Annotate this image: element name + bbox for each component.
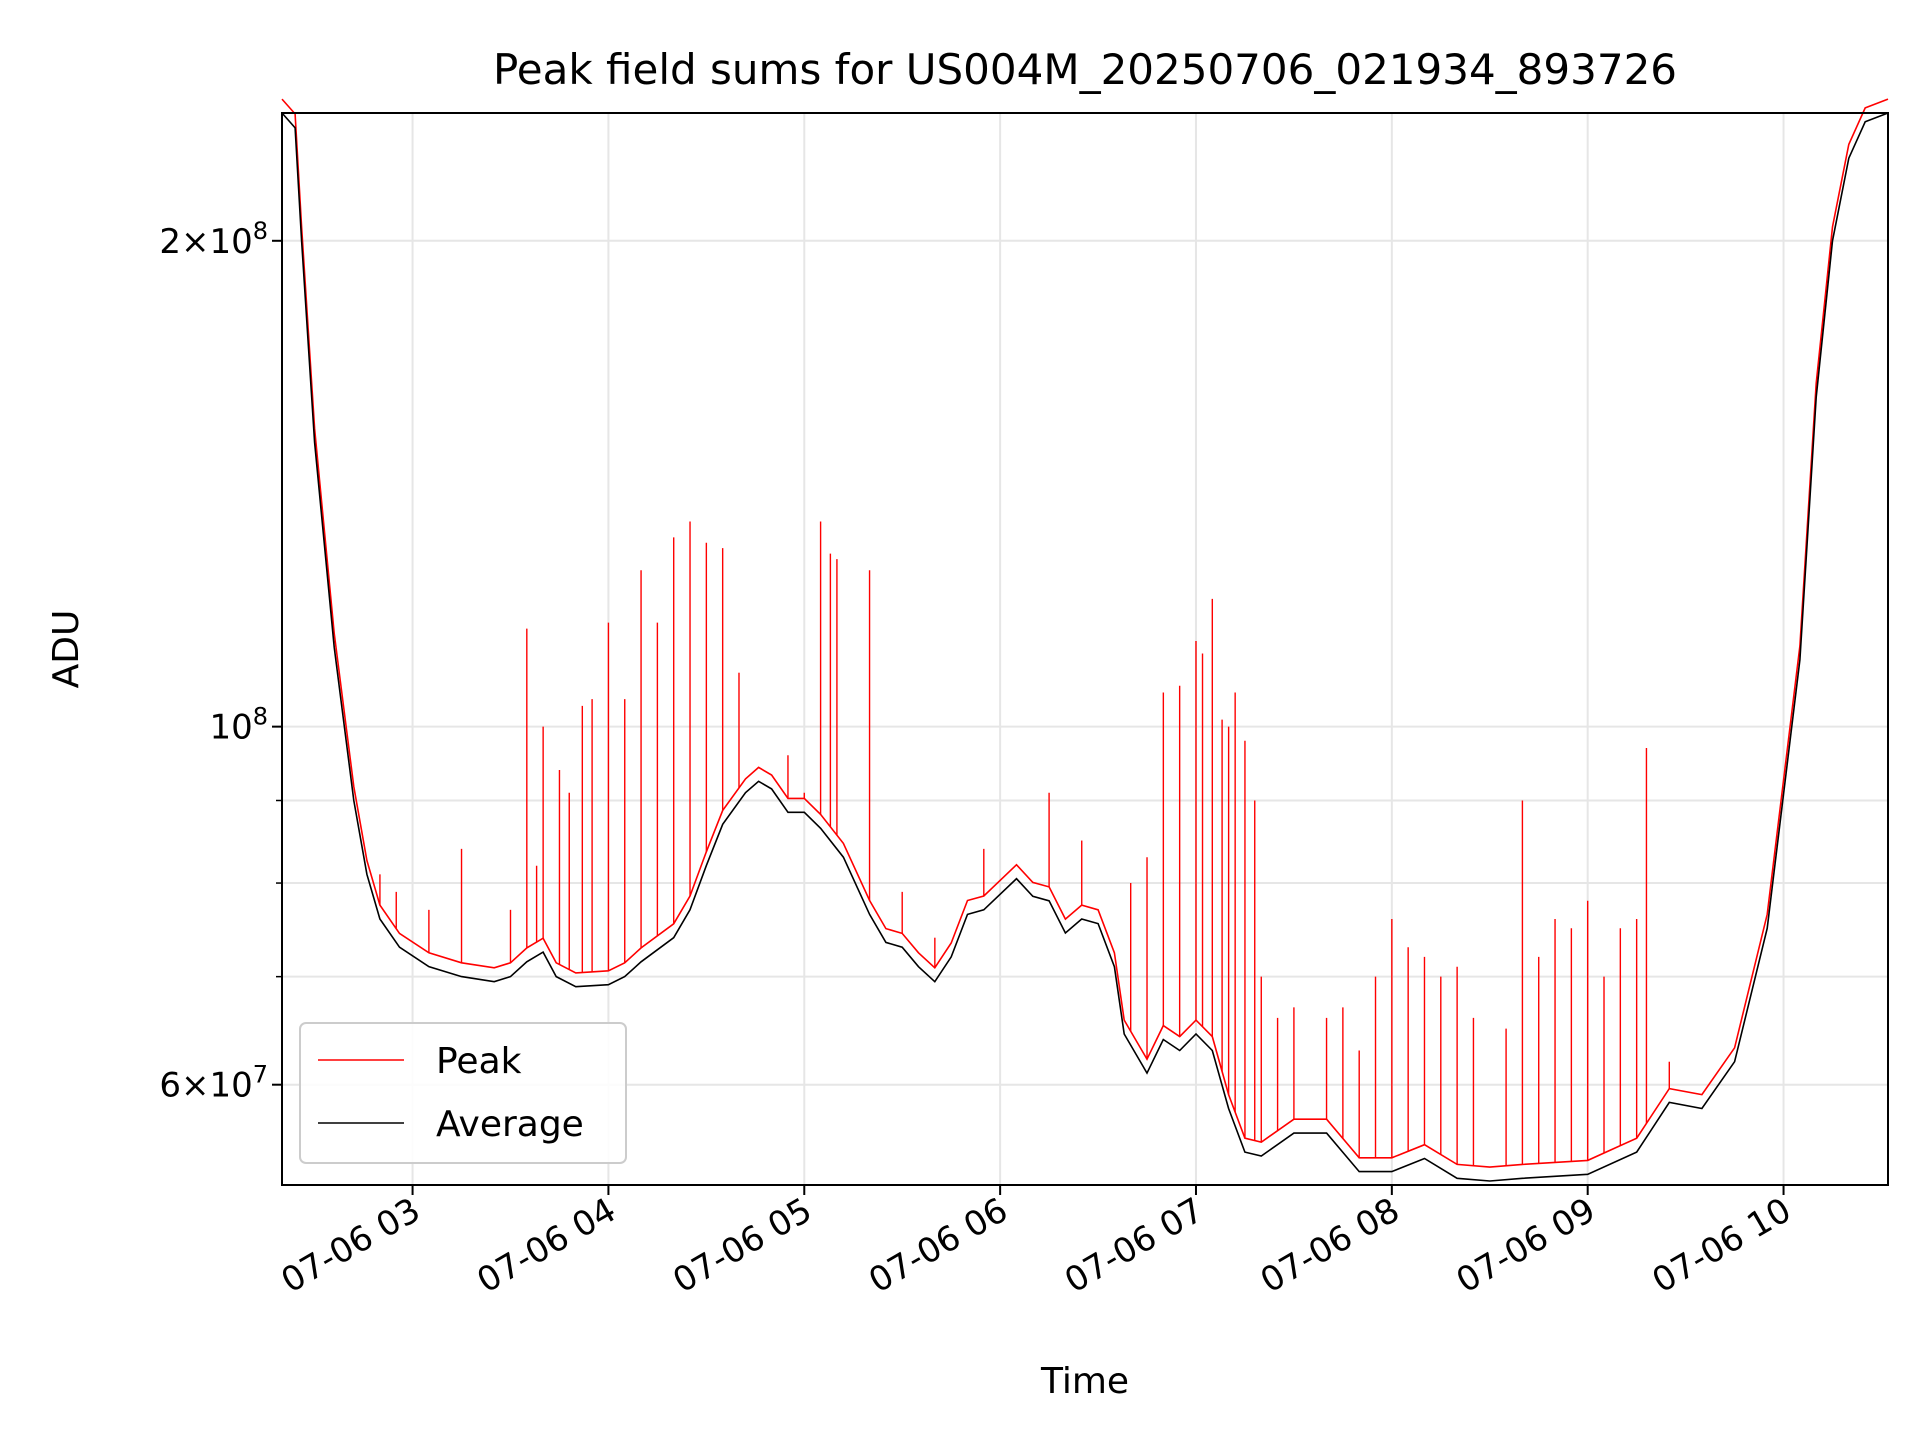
y-tick-label: 2×108 <box>159 217 268 262</box>
legend-label-average: Average <box>436 1104 584 1145</box>
series-peak-line <box>281 98 1889 1168</box>
y-axis-ticks: 2×108 108 6×107 <box>159 217 282 1106</box>
y-tick-label: 6×107 <box>159 1061 268 1106</box>
legend-box <box>299 1022 627 1164</box>
legend: Peak Average <box>299 1022 627 1164</box>
x-axis-label: Time <box>1040 1361 1129 1402</box>
plot-series <box>281 98 1889 1182</box>
y-tick-label: 108 <box>209 703 268 748</box>
chart-title: Peak field sums for US004M_20250706_0219… <box>493 45 1677 94</box>
legend-label-peak: Peak <box>436 1041 522 1082</box>
y-axis-label: ADU <box>46 610 87 689</box>
plot-frame <box>281 112 1889 1186</box>
series-average-line <box>281 112 1889 1182</box>
